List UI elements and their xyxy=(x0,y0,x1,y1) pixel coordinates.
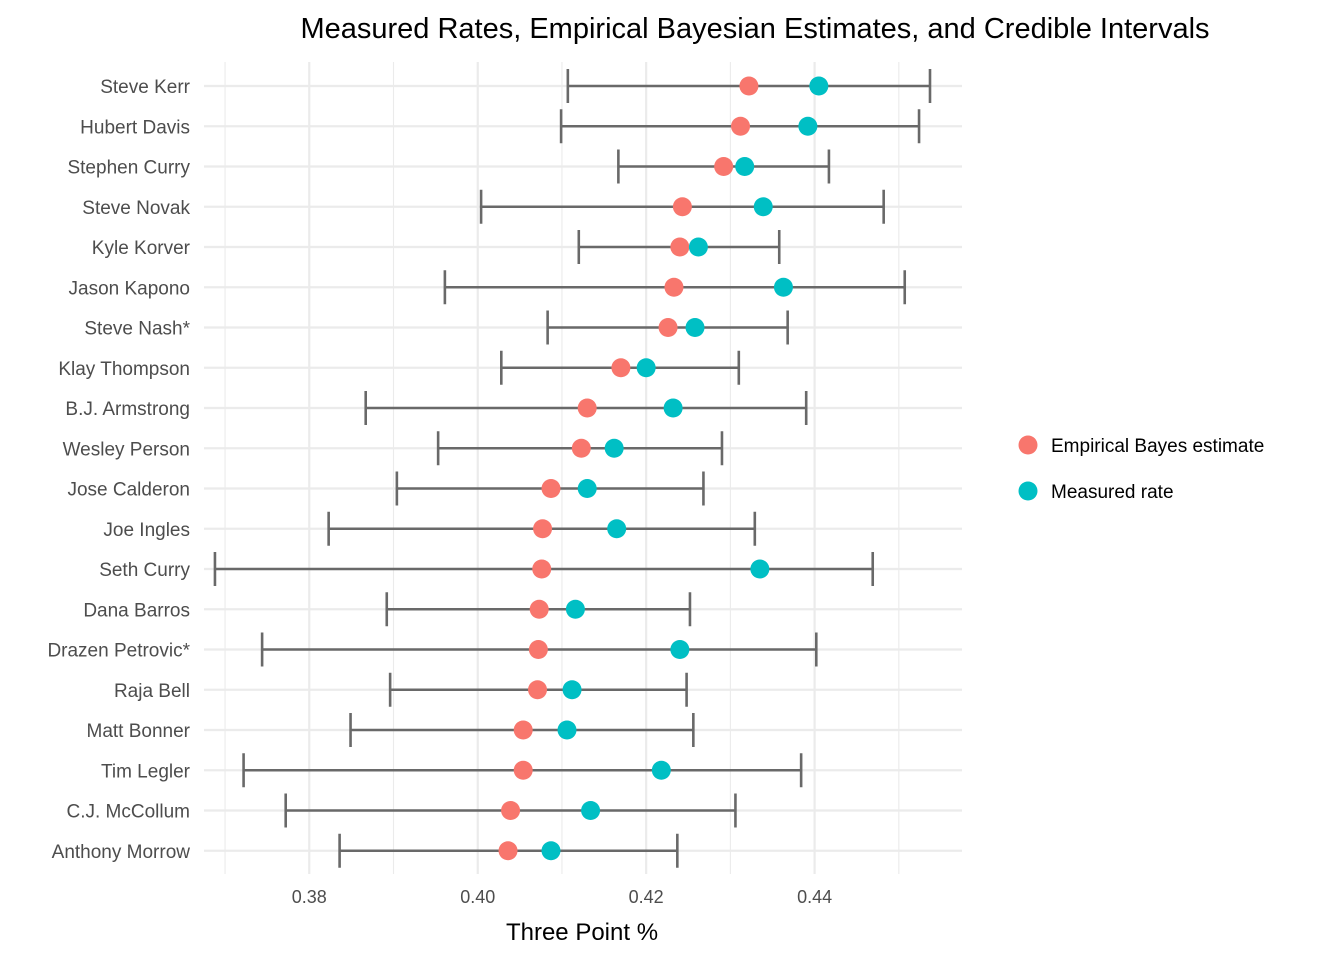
estimate-point xyxy=(571,438,591,458)
estimate-point xyxy=(664,277,684,297)
legend-label: Measured rate xyxy=(1051,482,1174,503)
estimate-point xyxy=(730,116,750,136)
y-axis: Steve Kerr Hubert Davis Stephen Curry Steve… xyxy=(47,77,190,863)
y-tick-label: Anthony Morrow xyxy=(52,842,191,863)
measured-point xyxy=(773,277,793,297)
measured-point xyxy=(651,760,671,780)
estimate-point xyxy=(658,318,678,337)
estimate-point xyxy=(529,599,549,619)
measured-point xyxy=(809,76,829,96)
measured-point xyxy=(557,720,577,740)
legend-key xyxy=(1018,435,1038,455)
estimate-point xyxy=(739,76,759,96)
estimate-point xyxy=(670,237,690,257)
estimate-point xyxy=(501,801,521,820)
x-axis: 0.38 0.40 0.42 0.44 xyxy=(292,887,832,907)
estimate-point xyxy=(541,479,561,498)
measured-point xyxy=(735,157,755,176)
x-tick-label: 0.38 xyxy=(292,887,327,907)
y-tick-label: Steve Kerr xyxy=(100,77,190,98)
y-tick-label: Tim Legler xyxy=(101,761,191,782)
measured-point xyxy=(577,479,597,498)
y-tick-label: Drazen Petrovic* xyxy=(47,641,190,662)
y-tick-label: Klay Thompson xyxy=(58,359,190,380)
legend-item-estimate: Empirical Bayes estimate xyxy=(1018,435,1264,457)
estimate-point xyxy=(513,760,533,780)
measured-point xyxy=(685,318,705,337)
measured-point xyxy=(565,599,585,619)
x-tick-label: 0.44 xyxy=(797,887,832,907)
legend-key xyxy=(1018,481,1038,501)
measured-point xyxy=(663,398,683,418)
estimate-point xyxy=(533,519,553,539)
estimate-point xyxy=(532,559,552,579)
estimate-point xyxy=(714,157,734,176)
y-tick-label: Stephen Curry xyxy=(67,158,190,179)
estimate-point xyxy=(528,680,548,700)
measured-point xyxy=(541,841,561,861)
measured-point xyxy=(581,801,601,820)
y-tick-label: Matt Bonner xyxy=(87,721,191,742)
measured-point xyxy=(607,519,627,539)
estimate-point xyxy=(528,640,548,659)
y-tick-label: Jose Calderon xyxy=(67,480,190,501)
y-tick-label: Seth Curry xyxy=(99,560,190,581)
legend-item-measured: Measured rate xyxy=(1018,481,1174,503)
legend-label: Empirical Bayes estimate xyxy=(1051,436,1264,457)
y-tick-label: C.J. McCollum xyxy=(66,802,190,823)
measured-point xyxy=(670,640,690,659)
grid-minor xyxy=(224,62,900,874)
chart-title: Measured Rates, Empirical Bayesian Estim… xyxy=(300,13,1209,45)
measured-point xyxy=(798,116,818,136)
credible-intervals xyxy=(213,69,932,868)
y-tick-label: Jason Kapono xyxy=(69,278,191,299)
data-points xyxy=(498,76,829,861)
plot-panel xyxy=(204,62,962,874)
estimate-point xyxy=(577,398,597,418)
estimate-point xyxy=(672,197,692,217)
y-tick-label: Steve Novak xyxy=(82,198,190,219)
measured-point xyxy=(604,438,624,458)
measured-point xyxy=(636,358,656,378)
x-tick-label: 0.42 xyxy=(629,887,664,907)
measured-point xyxy=(753,197,773,217)
measured-point xyxy=(688,237,708,257)
y-tick-label: Wesley Person xyxy=(63,439,190,460)
y-tick-label: Steve Nash* xyxy=(84,319,190,340)
grid-major xyxy=(204,62,962,874)
estimate-point xyxy=(513,720,533,740)
measured-point xyxy=(562,680,582,700)
y-tick-label: Hubert Davis xyxy=(80,117,190,138)
y-tick-label: Dana Barros xyxy=(83,600,190,621)
x-axis-label: Three Point % xyxy=(506,919,658,946)
x-tick-label: 0.40 xyxy=(460,887,495,907)
y-tick-label: Kyle Korver xyxy=(92,238,191,259)
estimate-point xyxy=(611,358,631,378)
y-tick-label: Raja Bell xyxy=(114,681,190,702)
measured-point xyxy=(750,559,770,579)
y-tick-label: Joe Ingles xyxy=(103,520,190,541)
y-tick-label: B.J. Armstrong xyxy=(65,399,190,420)
estimate-point xyxy=(498,841,518,861)
legend: Empirical Bayes estimate Measured rate xyxy=(1018,435,1264,503)
